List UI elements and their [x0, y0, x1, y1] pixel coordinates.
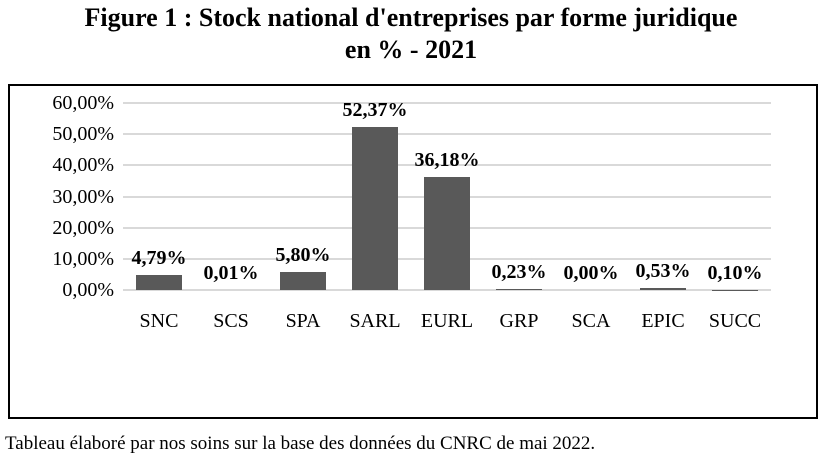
x-category-label-SPA: SPA	[285, 310, 321, 332]
gridline-40,00%	[123, 164, 771, 167]
y-axis-tick-label: 40,00%	[52, 154, 114, 177]
bar-value-label-SUCC: 0,10%	[707, 261, 763, 284]
bar-EPIC	[640, 288, 686, 290]
x-category-label-SCS: SCS	[213, 310, 249, 332]
bar-value-label-EURL: 36,18%	[414, 149, 480, 172]
x-category-label-SCA: SCA	[571, 310, 611, 332]
bar-GRP	[496, 289, 542, 290]
y-axis-tick-label: 50,00%	[52, 123, 114, 146]
y-axis-tick-label: 0,00%	[62, 279, 114, 301]
x-category-label-SUCC: SUCC	[708, 310, 762, 332]
bar-EURL	[424, 177, 470, 290]
bar-value-label-EPIC: 0,53%	[635, 260, 691, 283]
bar-value-label-GRP: 0,23%	[491, 261, 547, 284]
figure-title: Figure 1 : Stock national d'entreprises …	[0, 2, 822, 66]
y-axis-tick-label: 10,00%	[52, 247, 114, 270]
bar-value-label-SCS: 0,01%	[203, 261, 259, 284]
figure-title-line-2: en % - 2021	[344, 35, 478, 64]
x-category-label-SARL: SARL	[349, 310, 401, 332]
gridline-60,00%	[123, 102, 771, 104]
bar-SPA	[280, 271, 326, 290]
bar-value-label-SNC: 4,79%	[131, 247, 187, 270]
source-caption: Tableau élaboré par nos soins sur la bas…	[5, 433, 596, 454]
y-axis-tick-label: 60,00%	[52, 92, 114, 114]
bar-value-label-SARL: 52,37%	[342, 98, 408, 121]
chart-frame: 0,00% 10,00% 20,00% 30,00% 40,00% 50,00% 60,00…	[8, 84, 818, 419]
x-category-label-SNC: SNC	[139, 310, 179, 332]
bar-SARL	[352, 126, 398, 290]
x-category-label-GRP: GRP	[499, 310, 539, 332]
y-axis-tick-label: 30,00%	[52, 185, 114, 208]
x-category-label-EPIC: EPIC	[641, 310, 685, 332]
bar-value-label-SCA: 0,00%	[563, 262, 619, 284]
y-axis-tick-label: 20,00%	[52, 216, 114, 239]
bar-value-label-SPA: 5,80%	[275, 243, 331, 266]
figure-title-line-1: Figure 1 : Stock national d'entreprises …	[84, 3, 738, 32]
bar-SNC	[136, 275, 182, 290]
x-category-label-EURL: EURL	[420, 310, 474, 332]
gridline-50,00%	[123, 133, 771, 136]
gridline-0,00%	[123, 289, 771, 291]
